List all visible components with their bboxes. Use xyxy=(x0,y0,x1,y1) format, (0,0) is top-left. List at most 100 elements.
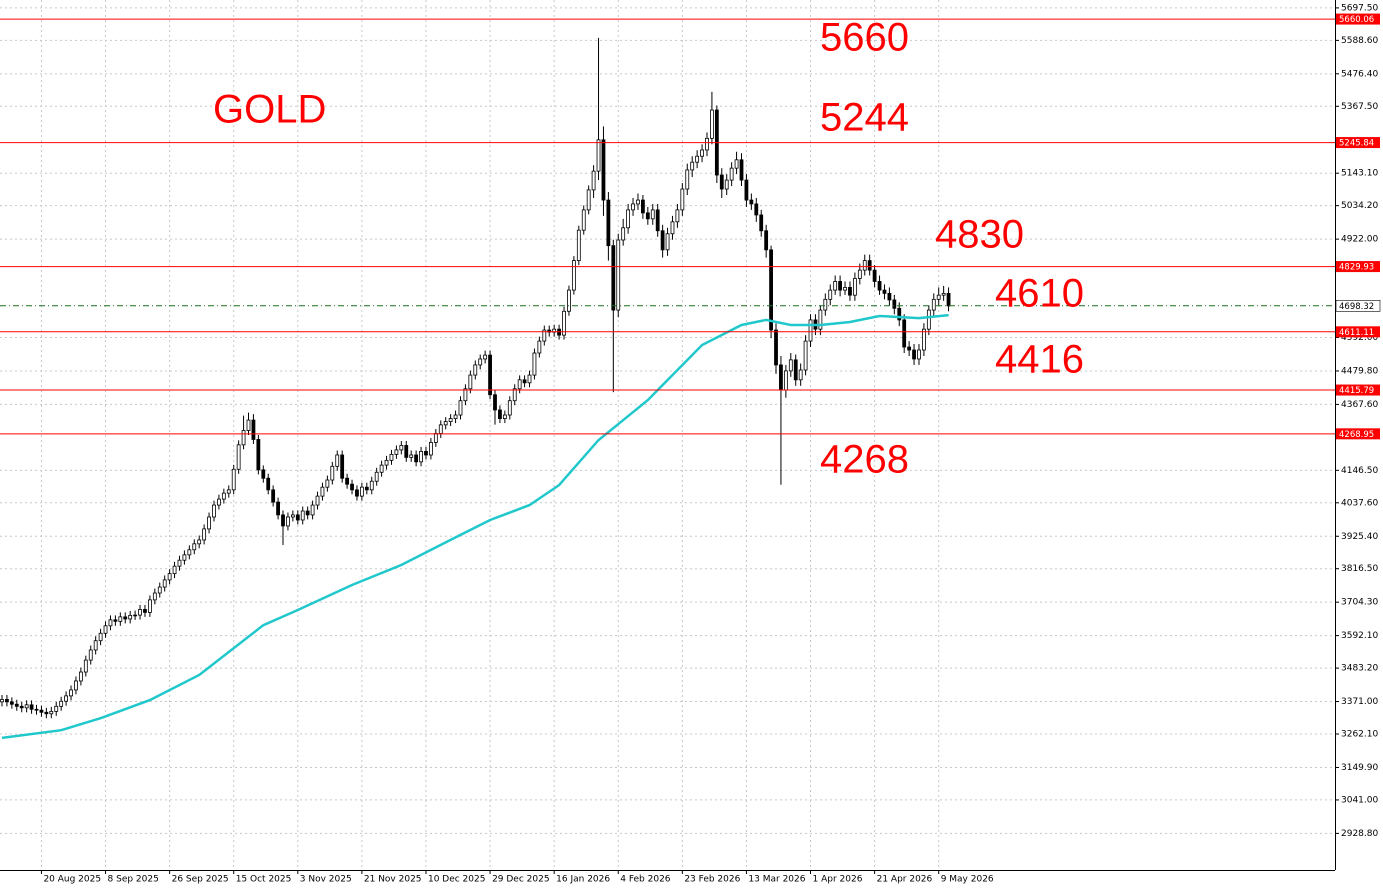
candle-body xyxy=(576,229,581,261)
candle-body xyxy=(700,149,704,157)
y-tick-label: 3592.10 xyxy=(1341,631,1378,641)
candle-body xyxy=(394,449,399,455)
candle-body xyxy=(823,298,828,311)
candle-body xyxy=(251,419,256,440)
candle-body xyxy=(936,294,941,300)
y-tick-label: 3704.30 xyxy=(1341,598,1378,608)
candle-body xyxy=(774,329,778,366)
candle-body xyxy=(350,483,354,491)
candle-body xyxy=(537,340,542,354)
x-tick-label: 21 Apr 2026 xyxy=(877,875,933,885)
candle-body xyxy=(74,680,78,691)
candle-body xyxy=(783,370,788,391)
candle-body xyxy=(601,139,606,201)
candle-body xyxy=(828,289,833,300)
candle-body xyxy=(113,619,118,622)
candle-body xyxy=(24,704,29,709)
candle-body xyxy=(69,689,73,697)
candle-body xyxy=(502,414,507,420)
candle-body xyxy=(695,155,700,163)
candle-body xyxy=(571,260,576,291)
candle-body xyxy=(453,414,458,420)
annotation: 4830 xyxy=(935,213,1024,257)
candle-body xyxy=(374,471,379,482)
candle-body xyxy=(680,188,685,211)
candle-body xyxy=(567,289,571,312)
candle-body xyxy=(355,489,359,497)
x-tick-label: 23 Feb 2026 xyxy=(684,875,740,885)
candle-body xyxy=(207,516,211,530)
candle-body xyxy=(399,445,404,451)
candle-body xyxy=(788,359,793,372)
candle-body xyxy=(44,711,49,715)
candle-body xyxy=(93,640,98,651)
candle-body xyxy=(897,307,902,321)
x-tick-label: 21 Nov 2025 xyxy=(364,875,422,885)
candle-body xyxy=(162,579,167,588)
x-tick-label: 20 Aug 2025 xyxy=(43,875,101,885)
candle-body xyxy=(261,469,266,479)
x-tick-label: 26 Sep 2025 xyxy=(172,875,229,885)
candle-body xyxy=(675,209,680,223)
candle-body xyxy=(872,269,877,282)
y-tick-label: 3371.00 xyxy=(1341,697,1378,707)
candle-body xyxy=(172,565,177,575)
candle-body xyxy=(177,559,182,567)
candle-body xyxy=(108,619,113,627)
level-tag xyxy=(1336,13,1380,25)
candle-body xyxy=(660,230,665,251)
candle-body xyxy=(517,379,522,390)
candle-body xyxy=(305,510,310,516)
candle-body xyxy=(19,705,24,709)
candle-body xyxy=(389,453,394,461)
candle-body xyxy=(217,498,221,506)
y-tick-label: 4922.00 xyxy=(1341,235,1378,245)
candle-body xyxy=(54,705,59,712)
candle-body xyxy=(596,139,601,172)
candle-body xyxy=(64,695,68,702)
y-tick-label: 3483.20 xyxy=(1341,664,1378,674)
candle-body xyxy=(468,374,473,390)
candle-body xyxy=(290,514,295,518)
annotation: 4268 xyxy=(820,438,909,482)
candle-body xyxy=(286,516,290,527)
candle-body xyxy=(818,309,823,330)
candle-body xyxy=(266,477,271,491)
candle-body xyxy=(281,514,285,527)
candle-body xyxy=(236,444,241,470)
y-tick-label: 4146.50 xyxy=(1341,466,1378,476)
candle-body xyxy=(803,340,808,371)
candle-body xyxy=(212,504,216,518)
candle-body xyxy=(626,209,631,229)
candle-body xyxy=(562,310,566,336)
y-tick-label: 3816.50 xyxy=(1341,564,1378,574)
candle-body xyxy=(276,501,280,516)
candle-body xyxy=(98,632,103,642)
candle-body xyxy=(345,477,350,485)
candle-body xyxy=(438,424,443,434)
candle-body xyxy=(448,418,453,422)
candle-body xyxy=(187,549,192,556)
candle-body xyxy=(231,468,236,491)
candle-body xyxy=(83,659,88,673)
candle-body xyxy=(754,203,759,216)
level-tag-label: 4415.79 xyxy=(1339,386,1374,396)
candle-body xyxy=(641,199,645,214)
candle-body xyxy=(419,450,423,463)
candle-body xyxy=(59,700,64,707)
candle-body xyxy=(749,199,754,205)
candle-body xyxy=(9,701,14,705)
candle-body xyxy=(88,649,93,661)
candle-body xyxy=(478,358,483,366)
candle-body xyxy=(271,489,276,503)
candle-body xyxy=(364,486,369,491)
level-tag xyxy=(1336,326,1380,338)
candle-body xyxy=(0,699,4,703)
candle-body xyxy=(335,454,340,467)
x-tick-label: 4 Feb 2026 xyxy=(620,875,671,885)
level-tag xyxy=(1336,261,1380,273)
y-tick-label: 2928.80 xyxy=(1341,829,1378,839)
candle-body xyxy=(414,454,419,463)
candle-body xyxy=(670,221,675,235)
candle-body xyxy=(882,289,887,294)
